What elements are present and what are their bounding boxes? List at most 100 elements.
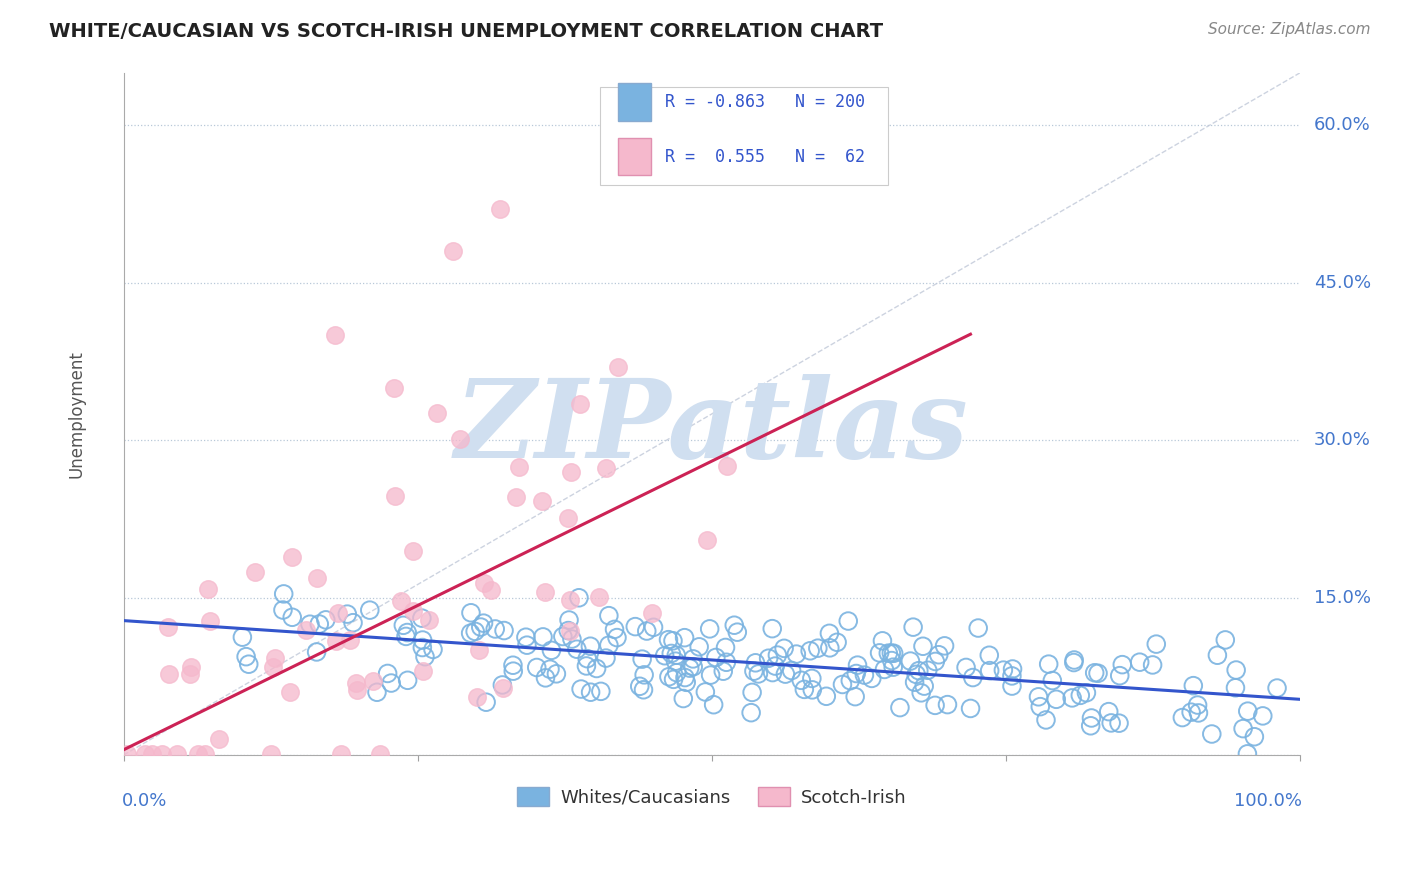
Point [396,673,419,688]
Point [1129,655,1152,669]
Point [873,662,896,676]
Point [134,747,156,761]
Point [585,661,607,675]
Point [1236,747,1258,761]
Bar [617,83,651,120]
Point [679,661,702,675]
Point [389,594,412,608]
Point [699,668,721,682]
Point [1099,715,1122,730]
Point [910,686,932,700]
Point [479,583,502,598]
Point [468,643,491,657]
Point [825,635,848,649]
Point [426,406,449,420]
Point [1069,689,1091,703]
Point [298,617,321,632]
Point [1087,666,1109,681]
Point [688,640,710,654]
Point [464,624,486,639]
Point [967,621,990,635]
Point [633,668,655,682]
Point [472,576,495,591]
Point [1265,681,1288,695]
Point [1029,699,1052,714]
Point [1001,679,1024,693]
Point [484,622,506,636]
Point [502,664,524,678]
Point [763,659,786,673]
Point [1108,668,1130,682]
Point [262,659,284,673]
Point [505,490,527,504]
Point [595,461,617,475]
Point [470,620,492,634]
Point [714,640,737,655]
Text: 15.0%: 15.0% [1313,589,1371,607]
Point [534,671,557,685]
Point [880,654,903,668]
Point [588,591,610,605]
Point [568,397,591,411]
Point [773,641,796,656]
Point [800,672,823,686]
Point [955,660,977,674]
Point [534,584,557,599]
Point [531,493,554,508]
Point [696,533,718,547]
Point [675,675,697,690]
Point [1038,657,1060,672]
Point [742,664,765,678]
Point [1098,705,1121,719]
Point [208,731,231,746]
Point [837,614,859,628]
Point [1108,716,1130,731]
Point [243,565,266,579]
Point [402,603,425,617]
Point [662,633,685,648]
Point [880,646,903,660]
Point [515,630,537,644]
Point [413,649,436,664]
Point [465,690,488,705]
Point [557,511,579,525]
Point [716,655,738,669]
Point [1144,637,1167,651]
Point [860,672,883,686]
Point [766,648,789,662]
Point [818,640,841,655]
Point [636,624,658,638]
Point [595,651,617,665]
Text: R = -0.863   N = 200: R = -0.863 N = 200 [665,93,865,111]
Point [959,701,981,715]
Point [924,698,946,713]
Point [538,662,561,676]
Point [911,640,934,654]
Point [801,682,824,697]
Point [531,630,554,644]
Point [917,663,939,677]
Point [775,667,797,681]
Point [900,654,922,668]
Point [889,700,911,714]
Point [412,633,434,648]
Point [263,651,285,665]
Point [342,615,364,630]
Point [598,608,620,623]
Point [747,667,769,681]
Point [1001,669,1024,683]
Point [633,682,655,697]
Point [294,623,316,637]
Point [1213,632,1236,647]
Text: WHITE/CAUCASIAN VS SCOTCH-IRISH UNEMPLOYMENT CORRELATION CHART: WHITE/CAUCASIAN VS SCOTCH-IRISH UNEMPLOY… [49,22,883,41]
Legend: Whites/Caucasians, Scotch-Irish: Whites/Caucasians, Scotch-Irish [510,780,914,814]
Point [197,582,219,596]
Point [606,631,628,645]
Point [643,620,665,634]
Point [1236,704,1258,718]
Point [540,643,562,657]
Point [441,244,464,259]
Point [557,624,579,638]
Point [725,625,748,640]
Point [551,630,574,644]
